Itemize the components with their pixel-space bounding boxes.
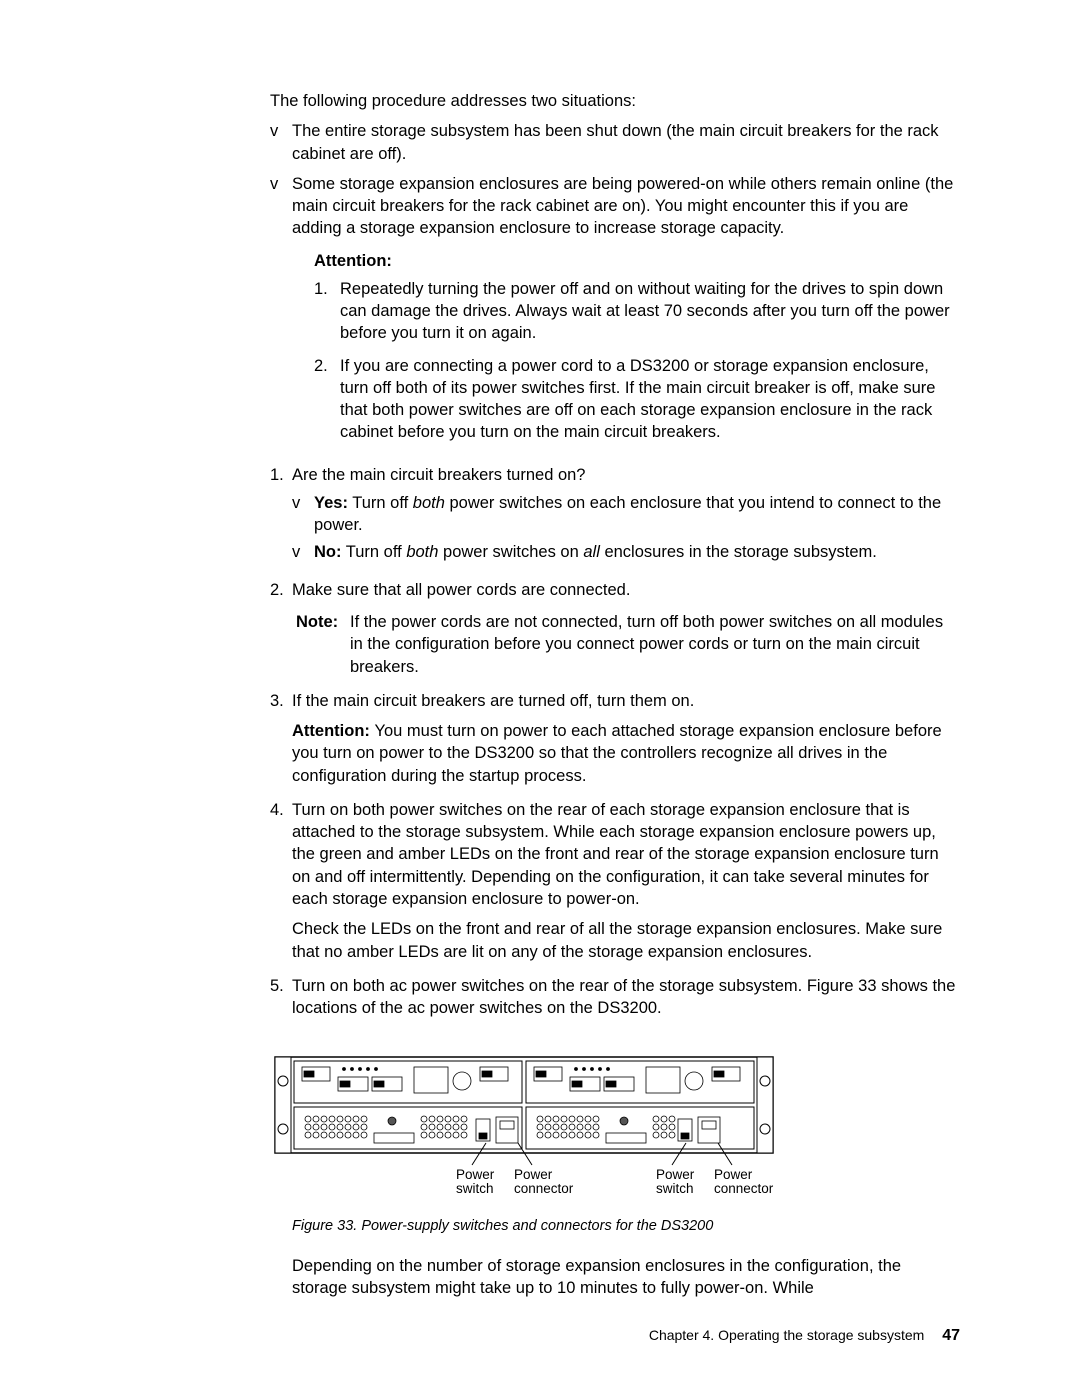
step-2: 2. Make sure that all power cords are co… xyxy=(270,579,960,678)
situation-item: v The entire storage subsystem has been … xyxy=(270,120,960,165)
footer-chapter: Chapter 4. Operating the storage subsyst… xyxy=(649,1327,924,1343)
step-content: Turn on both ac power switches on the re… xyxy=(292,975,960,1300)
no-mid: power switches on xyxy=(438,543,583,561)
attention-text: If you are connecting a power cord to a … xyxy=(340,355,960,444)
step-content: If the main circuit breakers are turned … xyxy=(292,690,960,787)
step-content: Turn on both power switches on the rear … xyxy=(292,799,960,963)
step-5: 5. Turn on both ac power switches on the… xyxy=(270,975,960,1300)
attention-item: 2. If you are connecting a power cord to… xyxy=(314,355,960,444)
situation-body: Some storage expansion enclosures are be… xyxy=(292,175,953,238)
after-figure-text: Depending on the number of storage expan… xyxy=(292,1257,901,1297)
note-block: Note: If the power cords are not connect… xyxy=(296,611,960,678)
svg-text:switch: switch xyxy=(656,1181,694,1196)
figure-33: PowerswitchPowerconnectorPowerswitchPowe… xyxy=(274,1047,960,1207)
step1-no: v No: Turn off both power switches on al… xyxy=(292,541,960,563)
svg-text:connector: connector xyxy=(514,1181,574,1196)
num-marker: 2. xyxy=(314,355,340,444)
step3-att-label: Attention: xyxy=(292,722,374,740)
step-content: Make sure that all power cords are conne… xyxy=(292,579,960,678)
step3-att-body: You must turn on power to each attached … xyxy=(292,722,942,785)
step-3: 3. If the main circuit breakers are turn… xyxy=(270,690,960,787)
document-page: The following procedure addresses two si… xyxy=(0,0,1080,1397)
num-marker: 1. xyxy=(314,278,340,345)
attention-text: Repeatedly turning the power off and on … xyxy=(340,278,960,345)
num-marker: 3. xyxy=(270,690,292,787)
bullet-marker: v xyxy=(292,492,314,537)
yes-ital: both xyxy=(413,494,445,512)
no-post: enclosures in the storage subsystem. xyxy=(600,543,877,561)
bullet-marker: v xyxy=(270,120,292,165)
step3-attention: Attention: You must turn on power to eac… xyxy=(292,720,960,787)
step5-text: Turn on both ac power switches on the re… xyxy=(292,977,955,1017)
step4-p2: Check the LEDs on the front and rear of … xyxy=(292,918,960,963)
step-1: 1. Are the main circuit breakers turned … xyxy=(270,464,960,567)
attention-block: Attention: 1. Repeatedly turning the pow… xyxy=(314,250,960,444)
intro-paragraph: The following procedure addresses two si… xyxy=(270,90,960,112)
situation-list: v The entire storage subsystem has been … xyxy=(270,120,960,453)
num-marker: 2. xyxy=(270,579,292,678)
bullet-marker: v xyxy=(292,541,314,563)
situation-text: The entire storage subsystem has been sh… xyxy=(292,120,960,165)
situation-text: Some storage expansion enclosures are be… xyxy=(292,173,960,454)
yes-label: Yes: xyxy=(314,494,348,512)
num-marker: 4. xyxy=(270,799,292,963)
step-content: Are the main circuit breakers turned on?… xyxy=(292,464,960,567)
svg-text:Power: Power xyxy=(514,1167,553,1182)
svg-text:switch: switch xyxy=(456,1181,494,1196)
no-pre: Turn off xyxy=(342,543,407,561)
ds3200-rear-diagram: PowerswitchPowerconnectorPowerswitchPowe… xyxy=(274,1047,774,1207)
step1-question: Are the main circuit breakers turned on? xyxy=(292,466,585,484)
note-label: Note: xyxy=(296,611,350,678)
situation-item: v Some storage expansion enclosures are … xyxy=(270,173,960,454)
attention-item: 1. Repeatedly turning the power off and … xyxy=(314,278,960,345)
step3-line1: If the main circuit breakers are turned … xyxy=(292,692,694,710)
no-label: No: xyxy=(314,543,342,561)
step2-text: Make sure that all power cords are conne… xyxy=(292,581,630,599)
attention-list: 1. Repeatedly turning the power off and … xyxy=(314,278,960,444)
step1-options: v Yes: Turn off both power switches on e… xyxy=(292,492,960,563)
attention-label: Attention: xyxy=(314,250,960,272)
note-body: If the power cords are not connected, tu… xyxy=(350,611,960,678)
no-ital1: both xyxy=(406,543,438,561)
step1-yes: v Yes: Turn off both power switches on e… xyxy=(292,492,960,537)
bullet-marker: v xyxy=(270,173,292,454)
step4-p1: Turn on both power switches on the rear … xyxy=(292,801,939,908)
footer-page-number: 47 xyxy=(942,1327,960,1344)
procedure-list: 1. Are the main circuit breakers turned … xyxy=(270,464,960,1300)
step-4: 4. Turn on both power switches on the re… xyxy=(270,799,960,963)
svg-text:Power: Power xyxy=(656,1167,695,1182)
figure-caption: Figure 33. Power-supply switches and con… xyxy=(292,1217,960,1237)
svg-text:connector: connector xyxy=(714,1181,774,1196)
svg-text:Power: Power xyxy=(456,1167,495,1182)
yes-pre: Turn off xyxy=(348,494,413,512)
svg-text:Power: Power xyxy=(714,1167,753,1182)
num-marker: 1. xyxy=(270,464,292,567)
no-ital2: all xyxy=(583,543,600,561)
page-footer: Chapter 4. Operating the storage subsyst… xyxy=(649,1325,960,1347)
